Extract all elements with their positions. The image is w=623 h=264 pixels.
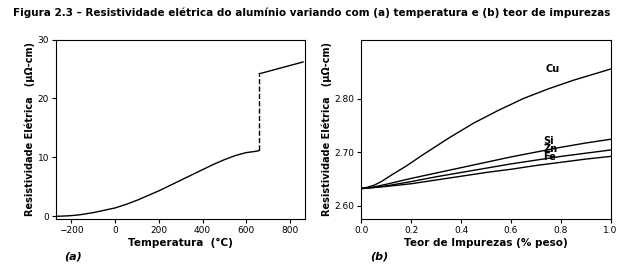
Text: Figura 2.3 – Resistividade elétrica do alumínio variando com (a) temperatura e (: Figura 2.3 – Resistividade elétrica do a…	[13, 8, 610, 18]
Y-axis label: Resistividade Elétrica   (μΩ-cm): Resistividade Elétrica (μΩ-cm)	[24, 42, 35, 216]
Text: (b): (b)	[369, 251, 388, 261]
Text: Fe: Fe	[543, 153, 556, 163]
Text: Si: Si	[543, 136, 554, 147]
X-axis label: Teor de Impurezas (% peso): Teor de Impurezas (% peso)	[404, 238, 568, 248]
Text: (a): (a)	[65, 251, 82, 261]
Text: Zn: Zn	[543, 144, 558, 154]
X-axis label: Temperatura  (°C): Temperatura (°C)	[128, 238, 233, 248]
Text: Cu: Cu	[546, 64, 560, 74]
Y-axis label: Resistividade Elétrica   (μΩ-cm): Resistividade Elétrica (μΩ-cm)	[321, 42, 331, 216]
